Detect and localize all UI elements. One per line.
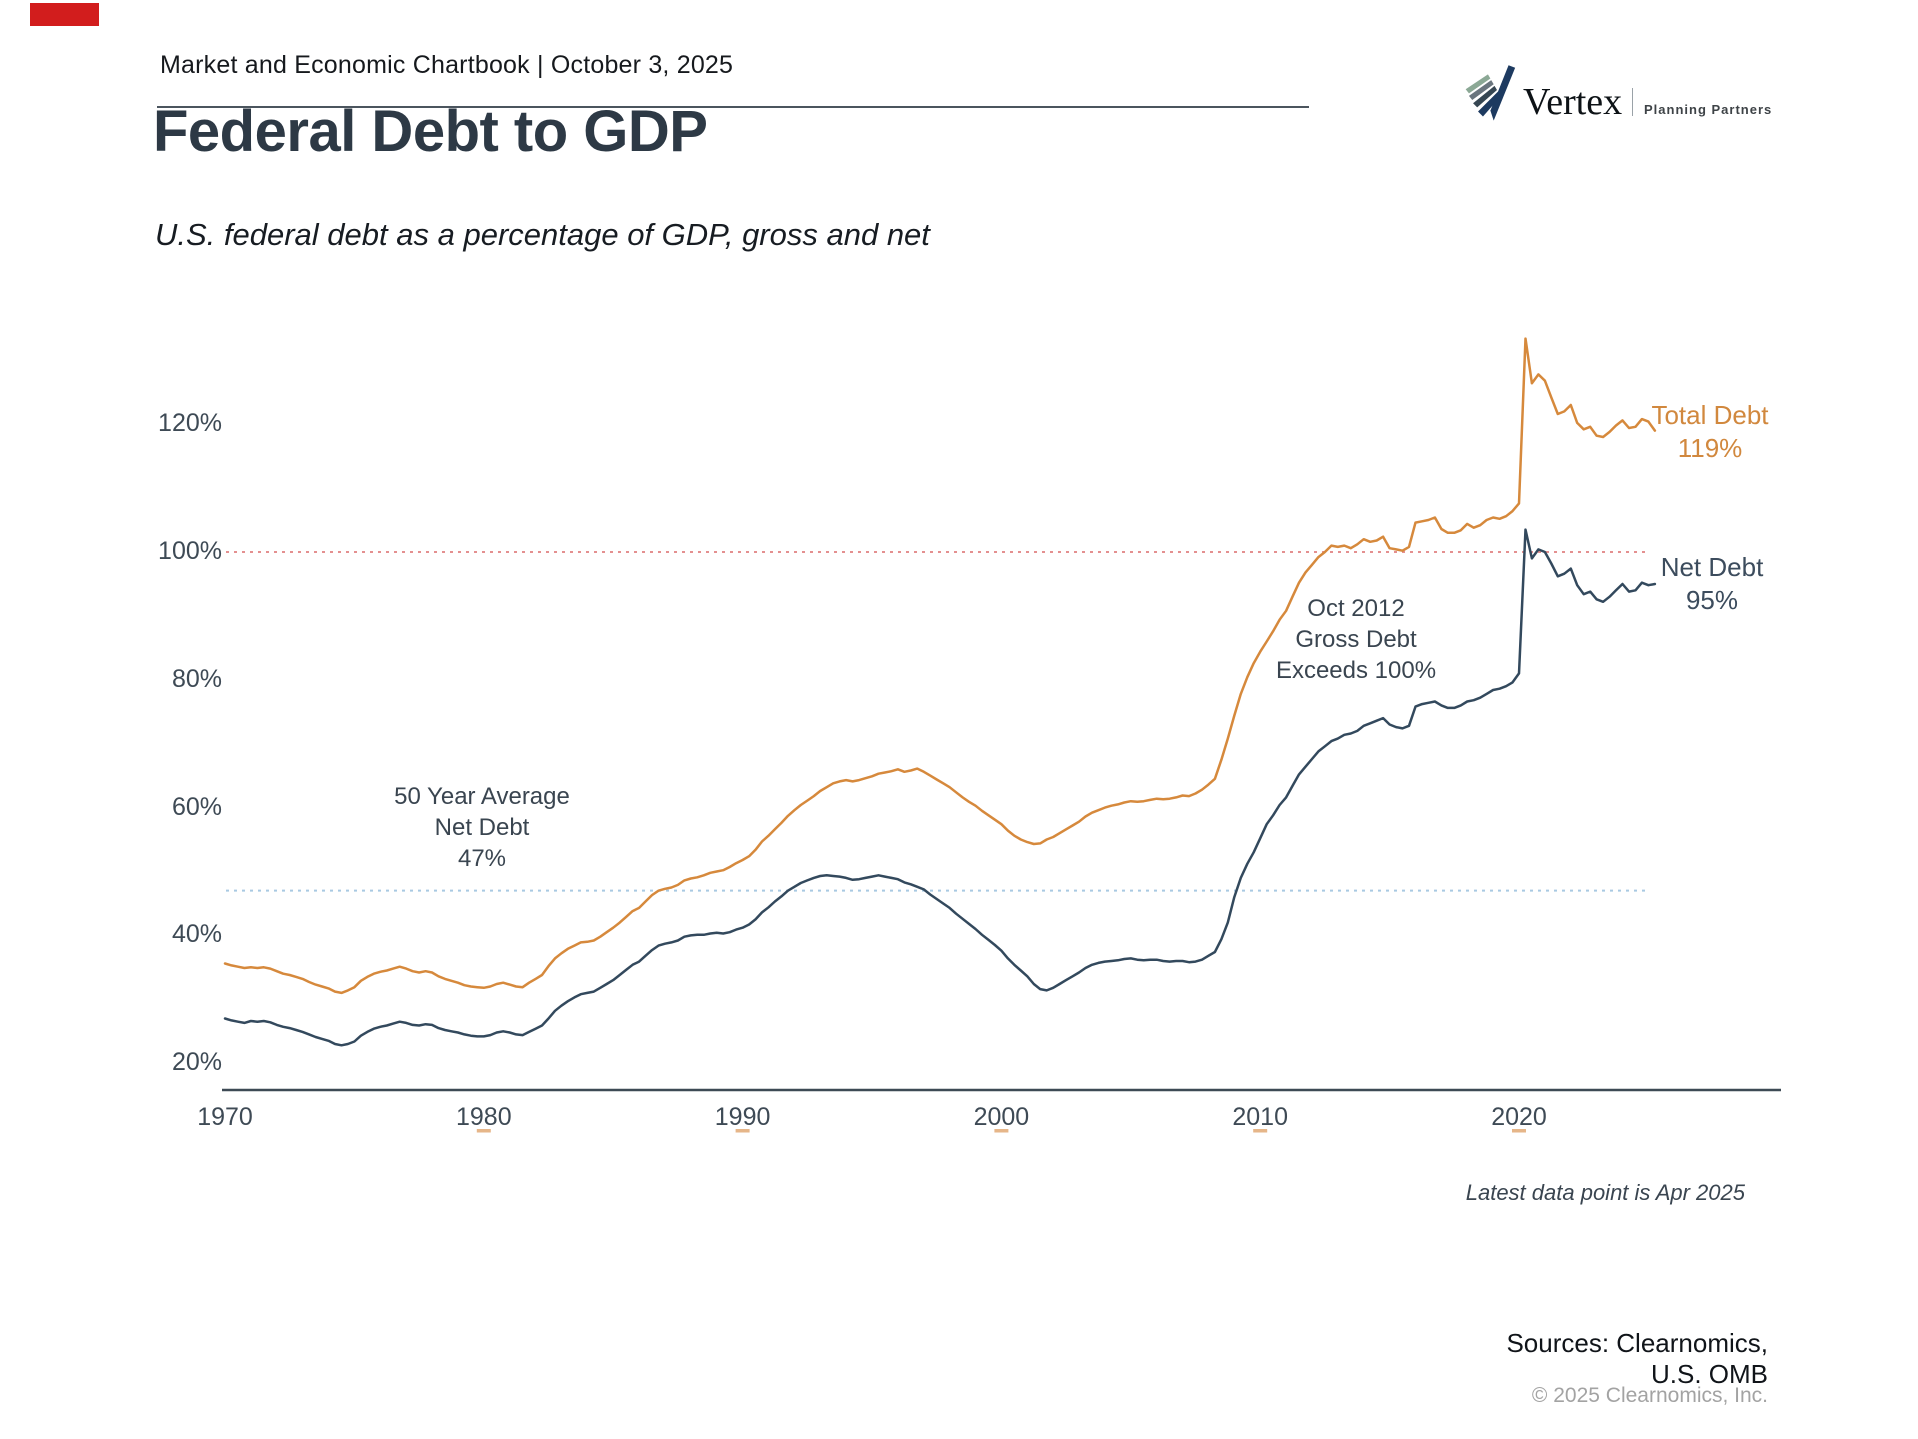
line-total-debt: [223, 337, 1657, 995]
y-tick-label-40: 40%: [171, 920, 222, 949]
logo: Vertex Planning Partners: [1464, 58, 1784, 134]
header-rule: [157, 106, 1309, 108]
annotation-line: Exceeds 100%: [1275, 657, 1437, 684]
annotation-line: 50 Year Average: [394, 783, 570, 810]
annotation-50yr-average: 50 Year Average Net Debt 47%: [357, 781, 607, 874]
sources-line: Sources: Clearnomics,: [1506, 1328, 1768, 1358]
logo-tagline: Planning Partners: [1644, 102, 1773, 117]
x-tick-accent: [735, 1129, 750, 1133]
x-tick-label-2000: 2000: [973, 1103, 1030, 1131]
series-latest-value: 95%: [1685, 585, 1739, 615]
x-tick-label-2020: 2020: [1491, 1103, 1547, 1131]
y-tick-label-60: 60%: [171, 792, 222, 821]
series-name: Total Debt: [1651, 400, 1769, 430]
y-tick-label-120: 120%: [158, 409, 222, 438]
vertex-logo-icon: [1465, 65, 1516, 121]
chartbook-header: Market and Economic Chartbook | October …: [160, 51, 734, 79]
annotation-line: Gross Debt: [1295, 626, 1417, 653]
x-tick-label-1970: 1970: [197, 1103, 253, 1131]
logo-divider: [1632, 88, 1633, 116]
y-tick-label-80: 80%: [171, 664, 222, 693]
annotation-line: Oct 2012: [1307, 595, 1405, 622]
line-net-debt: [223, 528, 1657, 1047]
x-tick-accent: [476, 1129, 491, 1133]
x-tick-label-1980: 1980: [455, 1103, 512, 1131]
annotation-line: 47%: [457, 845, 507, 872]
x-tick-accent: [1512, 1129, 1526, 1133]
y-tick-label-20: 20%: [171, 1048, 222, 1077]
total-debt-label: Total Debt 119%: [1650, 399, 1770, 465]
copyright-text: © 2025 Clearnomics, Inc.: [1531, 1384, 1768, 1407]
logo-name: Vertex: [1523, 81, 1623, 123]
latest-data-note: Latest data point is Apr 2025: [1465, 1180, 1745, 1205]
page-subtitle: U.S. federal debt as a percentage of GDP…: [155, 217, 930, 252]
annotation-oct-2012: Oct 2012 Gross Debt Exceeds 100%: [1231, 593, 1481, 686]
page-title: Federal Debt to GDP: [153, 99, 708, 164]
red-corner-mark: [30, 3, 99, 26]
x-tick-label-2010: 2010: [1232, 1103, 1288, 1131]
series-name: Net Debt: [1660, 552, 1764, 582]
series-latest-value: 119%: [1677, 433, 1743, 463]
annotation-line: Net Debt: [434, 814, 530, 841]
sources-line: U.S. OMB: [1650, 1359, 1768, 1389]
x-tick-accent: [1253, 1129, 1268, 1133]
sources-text: Sources: Clearnomics, U.S. OMB: [1368, 1328, 1768, 1390]
net-debt-label: Net Debt 95%: [1652, 551, 1772, 617]
x-tick-label-1990: 1990: [714, 1103, 771, 1131]
y-tick-label-100: 100%: [158, 537, 222, 565]
x-tick-accent: [994, 1129, 1009, 1133]
